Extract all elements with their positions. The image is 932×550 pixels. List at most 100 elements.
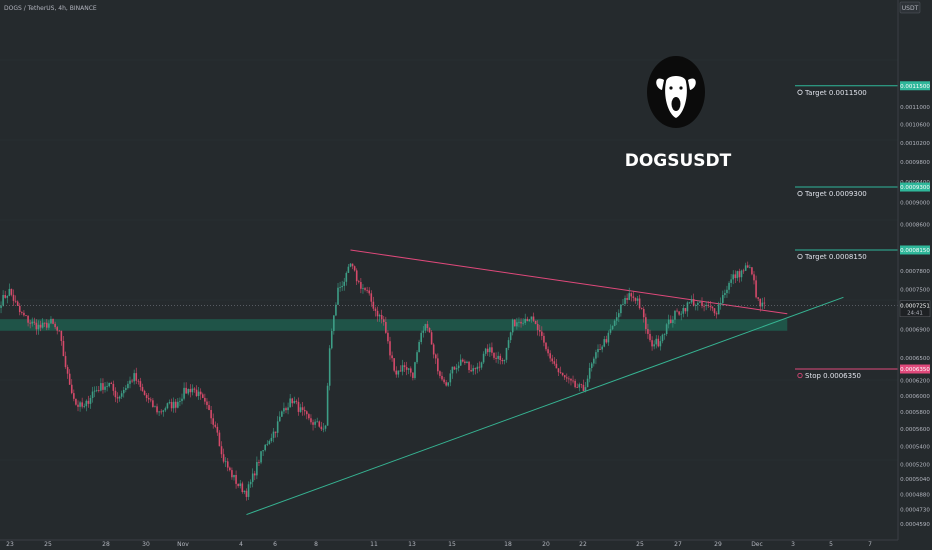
candle-body [493,352,495,358]
candle-body [530,316,533,320]
target-price-badge [900,81,930,91]
candle-body [578,384,581,388]
candle [659,336,662,351]
candle [322,423,325,433]
candle-body [21,312,23,313]
candle [699,300,701,304]
candle-body [541,331,543,336]
candle-body [125,388,127,391]
candle-body [66,367,69,374]
candle [751,267,753,276]
price-tick: 0.0005400 [900,444,930,450]
candle [345,271,348,286]
candle [362,284,364,294]
candle-body [632,296,635,298]
candle [655,335,658,349]
candle [387,330,389,344]
candle-body [707,304,710,307]
candle-body [566,377,568,379]
candle [254,470,256,481]
candle-body [14,300,17,302]
candle-body [528,319,531,322]
candle-body [112,383,115,391]
candle [576,383,578,389]
time-axis[interactable]: 23 25 28 30 Nov 4 6 8 11 13 15 18 20 22 25 27 29 Dec 3 5 7 [6,541,872,548]
candle [143,389,146,396]
candle-body [235,475,237,484]
candle-body [293,401,296,404]
time-tick: 8 [314,541,318,548]
candle [543,332,545,347]
candle-body [478,366,481,368]
candle-body [763,302,766,304]
candle-body [624,298,626,304]
candle-body [154,406,156,408]
candle-body [333,315,335,331]
candle [320,421,323,432]
candle [445,380,447,387]
resistance-trendline[interactable] [350,249,788,315]
candle [56,325,58,335]
candle-body [724,293,726,296]
candle [559,366,562,374]
candle-body [638,298,641,309]
candle [722,290,724,306]
candle-body [360,282,362,289]
candle-body [694,304,697,306]
candle-body [85,400,88,407]
candle-body [374,308,377,311]
candle [536,320,539,336]
candle-body [615,317,618,321]
support-trendline[interactable] [246,296,844,516]
candle [588,362,591,383]
candle-body [199,391,202,395]
candle-body [258,462,260,463]
candle-body [622,303,624,305]
candle-body [341,285,343,288]
candle [118,395,121,402]
candle [476,362,479,374]
candle-body [197,391,200,397]
target-icon [797,253,803,260]
candle-body [534,320,537,325]
candle-body [278,416,281,422]
candle [626,293,628,304]
candle [289,393,291,408]
candle [31,317,34,327]
candle [306,410,308,420]
candle-body [667,319,670,325]
candle-body [202,394,204,398]
candle-body [472,368,474,372]
candle-body [701,301,703,306]
candle-body [443,379,445,383]
candle-body [744,265,747,271]
candle-body [580,384,583,386]
candle [197,387,200,400]
candle-body [303,409,306,412]
candle [0,301,2,314]
currency-badge[interactable] [899,1,921,14]
candle-body [93,390,96,392]
candle [206,398,208,410]
candle-body [466,361,468,364]
candle-body [241,483,244,493]
candle-body [734,274,737,279]
candle-body [645,317,647,330]
candle-body [393,358,395,371]
candle [524,313,526,326]
candle-body [204,397,206,402]
candle [620,304,622,317]
candle-body [453,366,456,370]
candle-body [380,315,383,320]
candle-body [10,288,13,295]
candle [73,389,75,402]
candle [647,323,649,339]
candle-body [703,305,705,307]
price-axis[interactable]: 0.0011000 0.0010600 0.0010200 0.0009800 0.00… [900,105,930,528]
price-tick: 0.0008600 [900,222,930,228]
candle [14,295,17,304]
candle-body [434,354,437,359]
candle [684,307,687,314]
